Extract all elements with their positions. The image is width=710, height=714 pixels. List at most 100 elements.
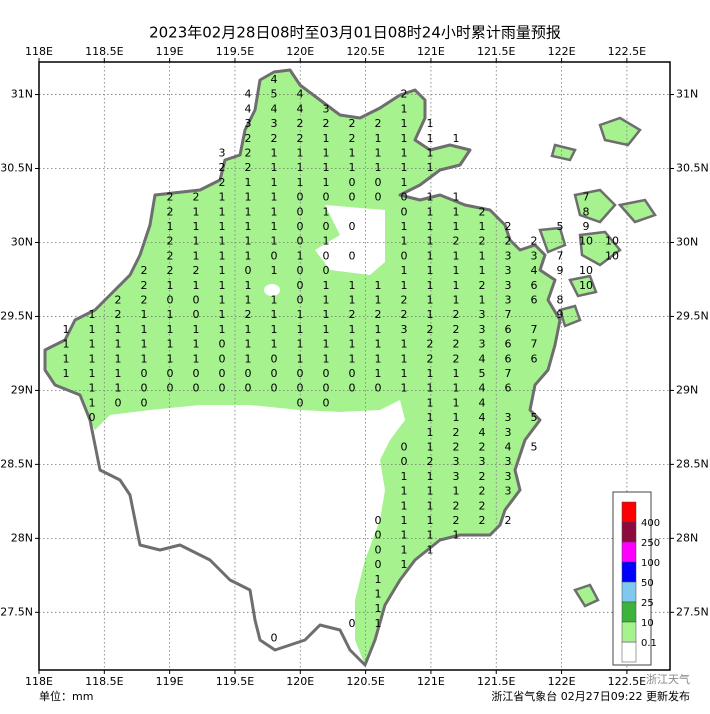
legend-swatch (621, 581, 637, 603)
rain-value: 0 (349, 617, 356, 630)
rain-value: 10 (579, 279, 593, 292)
rain-value: 1 (271, 235, 278, 248)
island (558, 304, 582, 328)
rain-value: 0 (219, 367, 226, 380)
rain-value: 2 (401, 294, 408, 307)
rain-value: 0 (271, 382, 278, 395)
rain-value: 1 (453, 264, 460, 277)
rain-value: 1 (89, 382, 96, 395)
rain-value: 1 (375, 338, 382, 351)
legend-label: 10 (641, 618, 654, 629)
rain-value: 1 (297, 176, 304, 189)
rain-value: 1 (427, 205, 434, 218)
rain-value: 2 (167, 205, 174, 218)
rain-value: 2 (531, 235, 538, 248)
rain-value: 9 (557, 308, 564, 321)
rain-value: 0 (349, 367, 356, 380)
rain-value: 1 (271, 161, 278, 174)
watermark: 浙江天气 (646, 672, 690, 686)
rain-value: 2 (505, 235, 512, 248)
x-tick-label: 118E (25, 675, 53, 688)
rain-value: 0 (141, 382, 148, 395)
rain-value: 4 (245, 88, 252, 101)
rain-value: 1 (427, 426, 434, 439)
legend-swatch (621, 601, 637, 623)
rain-value: 2 (479, 470, 486, 483)
rain-value: 0 (297, 279, 304, 292)
rain-value: 1 (115, 338, 122, 351)
rain-value: 1 (401, 382, 408, 395)
legend-label: 400 (641, 518, 660, 529)
rain-value: 2 (141, 264, 148, 277)
rain-value: 1 (245, 205, 252, 218)
rain-value: 1 (427, 514, 434, 527)
rain-value: 1 (401, 485, 408, 498)
rain-value: 1 (453, 191, 460, 204)
rain-value: 0 (375, 543, 382, 556)
rain-value: 2 (271, 132, 278, 145)
rain-value: 1 (323, 161, 330, 174)
rain-value: 3 (505, 470, 512, 483)
rain-value: 6 (531, 294, 538, 307)
y-tick-label: 29N (11, 383, 33, 396)
island (550, 143, 577, 162)
legend-entries: 400 250 100 50 25 10 0.1 (621, 501, 660, 649)
rain-value: 1 (427, 117, 434, 130)
rain-value: 5 (271, 88, 278, 101)
rain-value: 0 (349, 220, 356, 233)
rain-value: 1 (141, 352, 148, 365)
rain-value: 0 (219, 338, 226, 351)
rain-value: 1 (375, 294, 382, 307)
rain-value: 6 (531, 352, 538, 365)
unit-label: 单位：mm (39, 689, 93, 703)
rain-value: 1 (401, 543, 408, 556)
rain-value: 5 (531, 441, 538, 454)
rain-value: 4 (479, 382, 486, 395)
rain-value: 1 (427, 543, 434, 556)
rain-value: 4 (245, 102, 252, 115)
rain-value: 2 (453, 441, 460, 454)
rain-value: 1 (401, 161, 408, 174)
rain-value: 1 (141, 338, 148, 351)
rain-value: 0 (349, 249, 356, 262)
rain-value: 3 (219, 147, 226, 160)
legend-label: 250 (641, 538, 660, 549)
rain-value: 1 (427, 396, 434, 409)
rain-value: 0 (297, 220, 304, 233)
rain-value: 1 (115, 352, 122, 365)
rain-value: 2 (453, 514, 460, 527)
rain-value: 0 (401, 249, 408, 262)
rain-value: 1 (89, 367, 96, 380)
rain-value: 0 (323, 396, 330, 409)
island (573, 583, 600, 608)
rain-value: 2 (479, 514, 486, 527)
rain-value: 1 (323, 147, 330, 160)
rain-value: 1 (349, 352, 356, 365)
rain-value: 3 (505, 411, 512, 424)
province-border (43, 68, 562, 667)
x-tick-label: 118.5E (85, 45, 123, 58)
rain-value: 3 (323, 102, 330, 115)
rain-value: 1 (401, 338, 408, 351)
rain-value: 1 (193, 338, 200, 351)
rain-value: 1 (271, 147, 278, 160)
rain-value: 1 (401, 279, 408, 292)
rain-value: 2 (219, 161, 226, 174)
rain-value: 1 (453, 294, 460, 307)
rain-value: 3 (505, 485, 512, 498)
x-tick-label: 120.5E (346, 675, 384, 688)
rain-value: 2 (427, 338, 434, 351)
rain-value: 2 (427, 352, 434, 365)
rain-value: 1 (401, 367, 408, 380)
rain-value: 2 (245, 161, 252, 174)
rain-value: 2 (349, 132, 356, 145)
rain-value: 0 (193, 294, 200, 307)
x-tick-label: 120.5E (346, 45, 384, 58)
rain-value: 1 (453, 279, 460, 292)
rain-value: 0 (349, 382, 356, 395)
rain-value: 2 (193, 191, 200, 204)
rain-value: 0 (115, 396, 122, 409)
rain-value: 1 (401, 102, 408, 115)
rain-value: 3 (479, 308, 486, 321)
y-tick-label: 30N (676, 235, 698, 248)
